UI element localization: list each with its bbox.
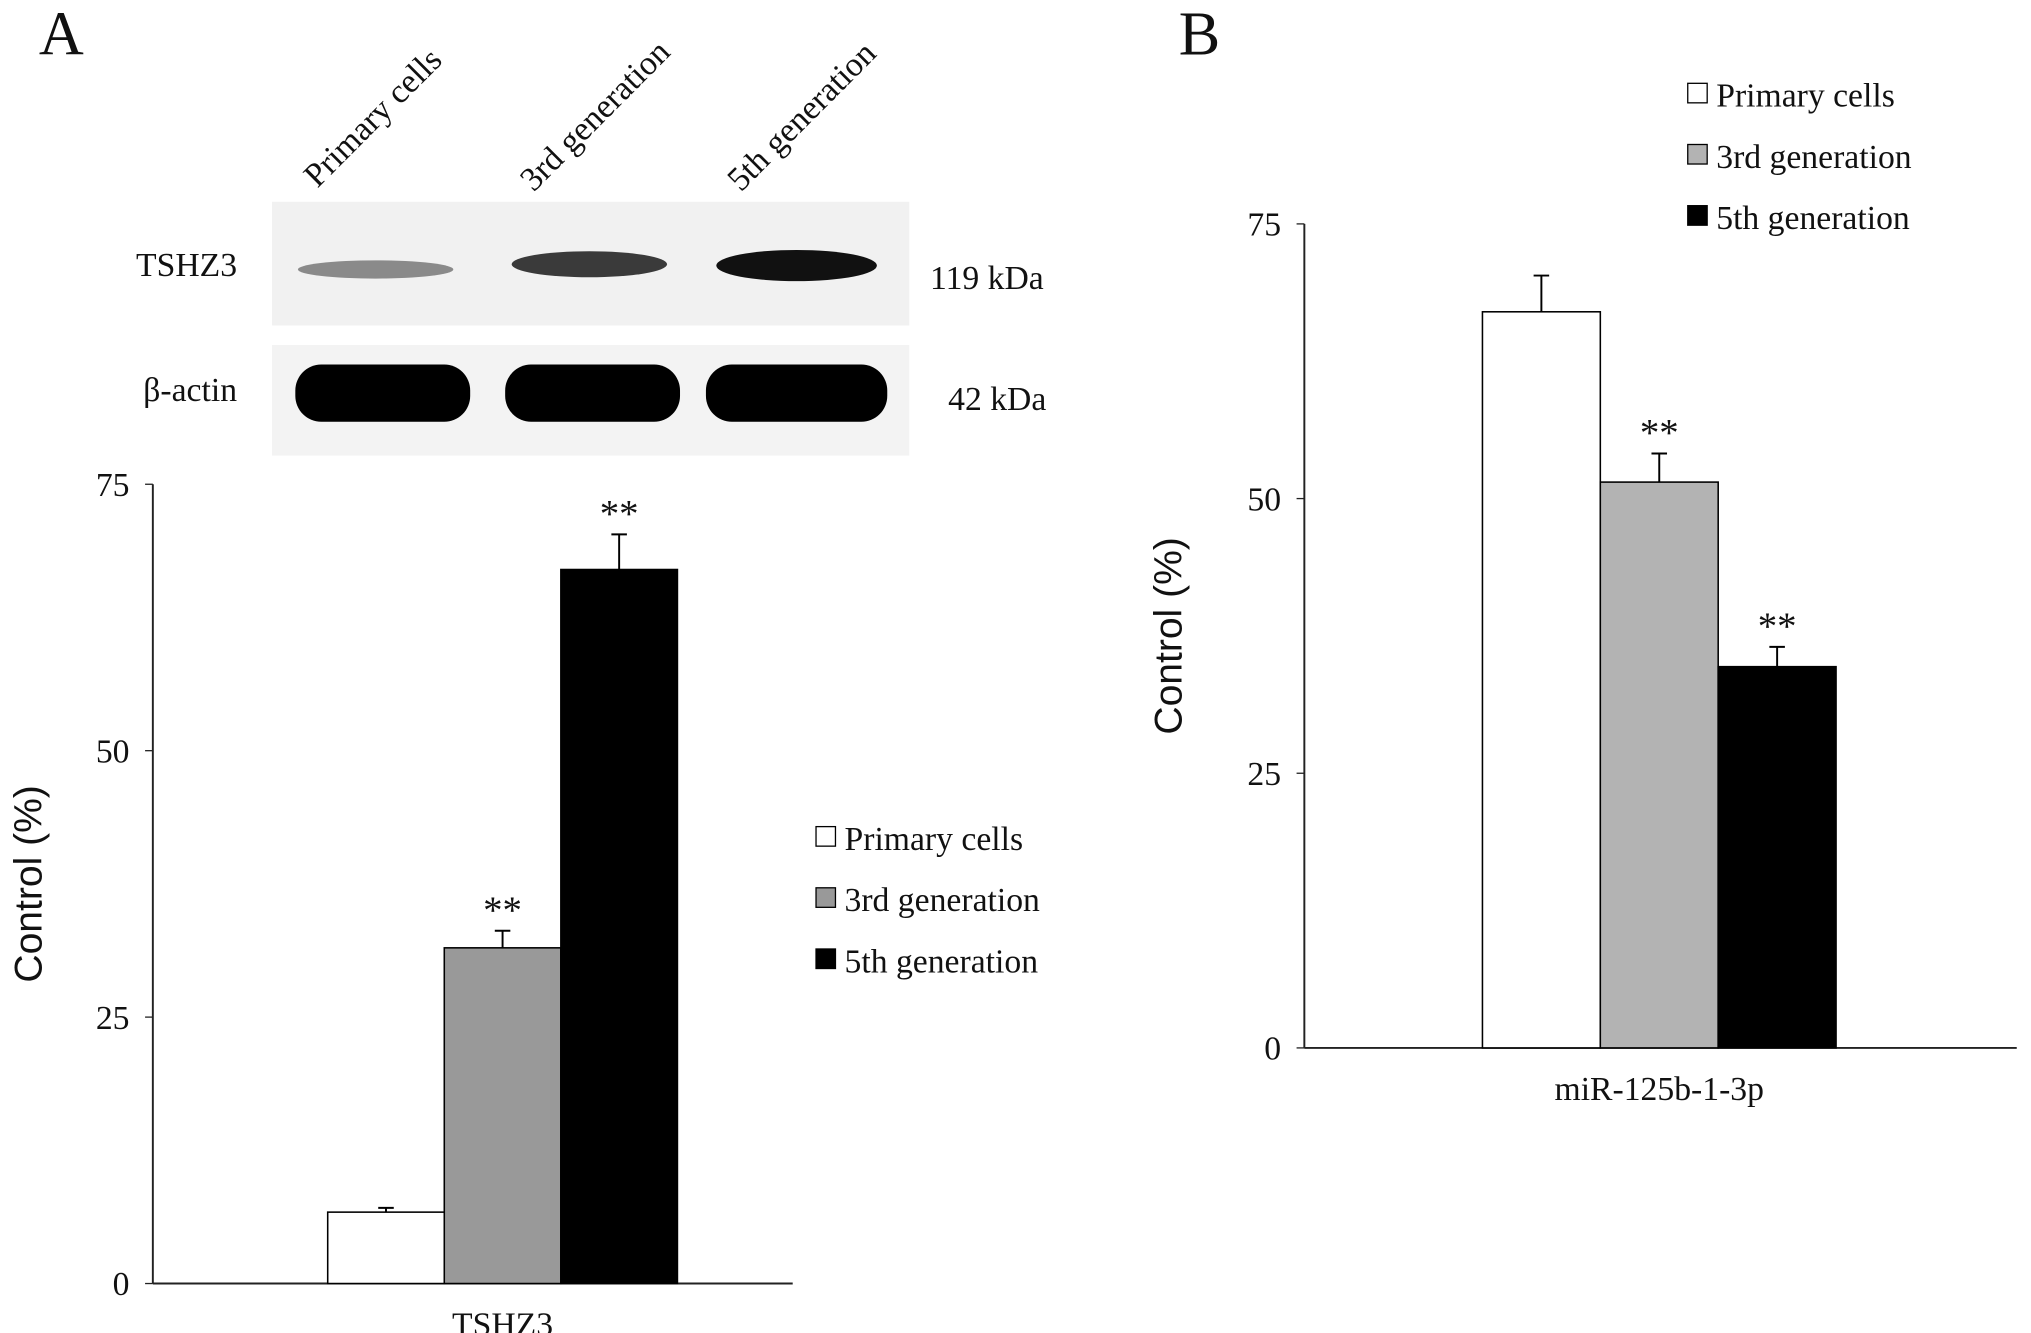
lane-label: Primary cells xyxy=(297,41,449,194)
lane-label: 5th generation xyxy=(720,34,883,198)
panel-label: B xyxy=(1179,0,1220,69)
error-bar xyxy=(611,533,627,570)
legend-label: 3rd generation xyxy=(1716,139,1911,176)
bar xyxy=(1717,665,1837,1049)
significance-label: ** xyxy=(483,889,522,932)
panel-label: A xyxy=(39,0,84,69)
legend-label: Primary cells xyxy=(845,821,1024,858)
y-tick-label: 75 xyxy=(96,467,130,504)
y-tick-label: 0 xyxy=(1264,1031,1281,1068)
significance-label: ** xyxy=(1758,605,1797,648)
band xyxy=(705,364,888,422)
lane-label: 3rd generation xyxy=(513,33,677,198)
error-bar xyxy=(1769,645,1785,667)
y-tick-label: 75 xyxy=(1247,207,1281,244)
band xyxy=(505,364,681,422)
x-tick-label: miR-125b-1-3p xyxy=(1555,1071,1764,1108)
bar xyxy=(1599,481,1719,1049)
error-bar xyxy=(494,929,511,948)
protein-label: TSHZ3 xyxy=(136,247,237,284)
legend-label: 5th generation xyxy=(1716,200,1910,237)
x-tick-label: TSHZ3 xyxy=(452,1307,553,1333)
y-tick-label: 50 xyxy=(96,733,130,770)
error-bar xyxy=(1533,274,1550,312)
y-tick-label: 25 xyxy=(96,1000,130,1037)
y-axis-label: Control (%) xyxy=(8,785,51,982)
y-tick-label: 0 xyxy=(113,1266,130,1303)
protein-label: β-actin xyxy=(143,372,237,409)
bar xyxy=(326,1211,446,1285)
y-tick-label: 25 xyxy=(1247,756,1281,793)
error-bar xyxy=(378,1206,394,1213)
band xyxy=(716,249,877,282)
size-label: 42 kDa xyxy=(948,381,1046,418)
bar xyxy=(560,568,679,1285)
legend-swatch xyxy=(815,825,837,847)
legend-label: Primary cells xyxy=(1716,78,1895,115)
size-label: 119 kDa xyxy=(930,260,1044,297)
bar xyxy=(443,947,562,1285)
error-bar xyxy=(1651,452,1668,483)
band xyxy=(295,364,471,422)
significance-label: ** xyxy=(600,492,639,535)
legend-label: 5th generation xyxy=(845,943,1039,980)
y-tick-label: 50 xyxy=(1247,481,1281,518)
legend-label: 3rd generation xyxy=(845,882,1040,919)
bar xyxy=(1481,311,1602,1049)
significance-label: ** xyxy=(1640,412,1679,455)
legend-swatch xyxy=(1687,82,1708,104)
band xyxy=(511,251,668,278)
western-blot: Primary cells 3rd generation 5th generat… xyxy=(136,33,1046,456)
legend-swatch xyxy=(1687,205,1708,226)
legend-swatch xyxy=(815,948,837,970)
legend-swatch xyxy=(815,887,837,908)
y-axis-label: Control (%) xyxy=(1147,537,1190,734)
band xyxy=(297,260,454,279)
legend-swatch xyxy=(1687,143,1708,165)
